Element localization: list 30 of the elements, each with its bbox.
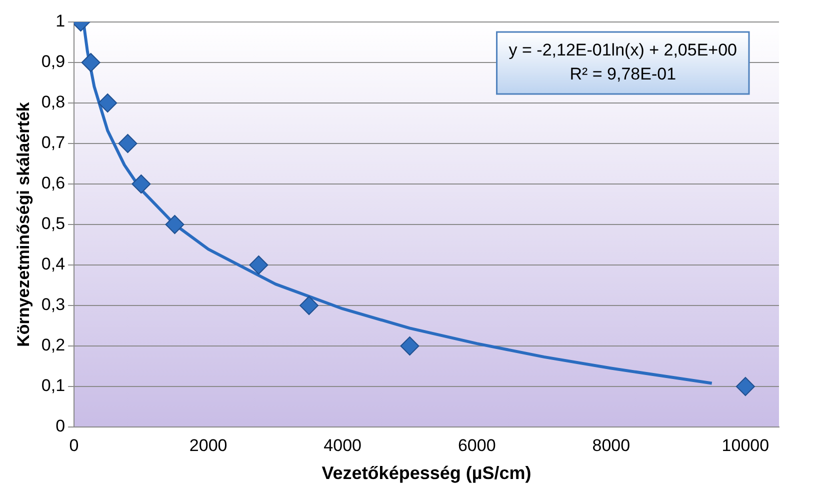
y-tick-label: 0,9 [41, 52, 66, 72]
y-tick-label: 0,2 [41, 336, 66, 355]
x-tick-label: 6000 [458, 436, 496, 455]
annotation: y = -2,12E-01ln(x) + 2,05E+00 [508, 40, 738, 60]
y-tick-label: 0,8 [41, 92, 66, 112]
y-tick-label: 0,6 [41, 174, 66, 193]
point [300, 296, 319, 315]
y-tick-label: 0 [56, 416, 66, 436]
y-axis-title: Környezetminőségi skálaérték [14, 102, 33, 347]
x-tick-label: 10000 [722, 436, 770, 455]
point [118, 134, 138, 153]
point [98, 94, 118, 112]
point [132, 174, 151, 194]
x-tick-label: 4000 [324, 436, 362, 455]
y-tick-label: 0,3 [41, 295, 66, 314]
x-axis-title: Vezetőképesség (µS/cm) [322, 463, 532, 484]
point [736, 377, 755, 396]
y-tick-label: 0,1 [41, 376, 66, 396]
annotation: R² = 9,78E-01 [570, 64, 676, 84]
x-tick-label: 2000 [189, 436, 228, 455]
point [400, 336, 420, 356]
y-tick-label: 0,7 [41, 133, 66, 152]
x-tick-label: 8000 [592, 436, 630, 455]
y-tick-label: 1 [56, 12, 66, 31]
point [81, 53, 100, 72]
y-tick-label: 0,5 [41, 214, 66, 234]
y-tick-label: 0,4 [41, 254, 66, 274]
point [165, 215, 184, 234]
point [249, 256, 268, 274]
x-tick-label: 0 [69, 436, 79, 455]
